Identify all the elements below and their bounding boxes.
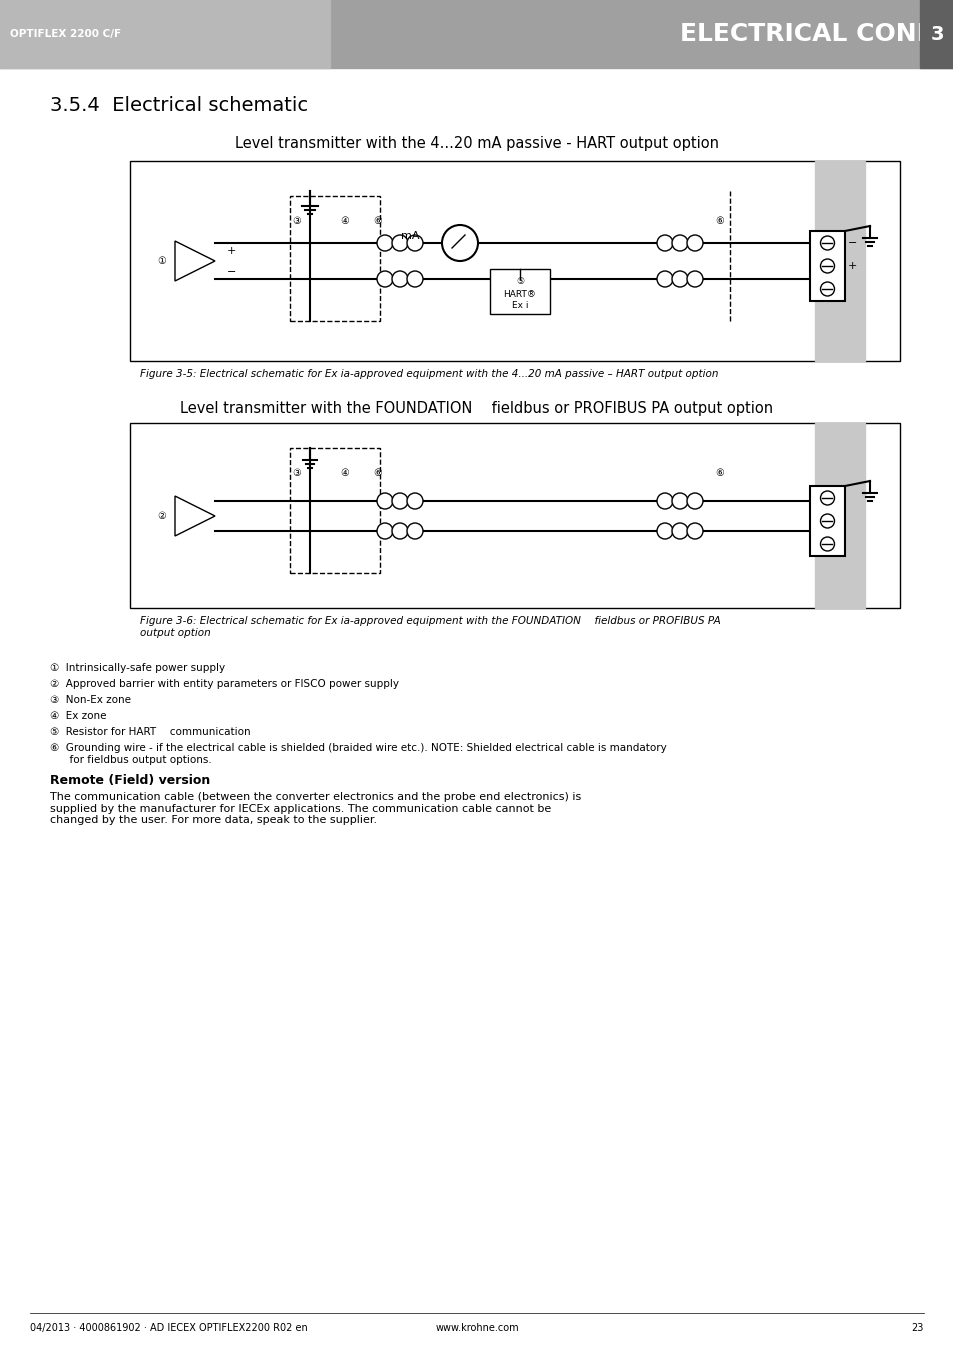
Text: The communication cable (between the converter electronics and the probe end ele: The communication cable (between the con… <box>50 792 580 825</box>
Text: ②  Approved barrier with entity parameters or FISCO power supply: ② Approved barrier with entity parameter… <box>50 680 398 689</box>
Text: 04/2013 · 4000861902 · AD IECEX OPTIFLEX2200 R02 en: 04/2013 · 4000861902 · AD IECEX OPTIFLEX… <box>30 1323 308 1333</box>
Bar <box>814 423 864 608</box>
Circle shape <box>407 235 422 251</box>
Bar <box>130 423 899 608</box>
Bar <box>290 449 379 573</box>
Text: ⑥: ⑥ <box>715 467 723 478</box>
Circle shape <box>671 272 687 286</box>
Circle shape <box>686 523 702 539</box>
Bar <box>0 0 330 68</box>
Text: +: + <box>847 261 857 272</box>
Text: ①  Intrinsically-safe power supply: ① Intrinsically-safe power supply <box>50 663 225 673</box>
Text: ⑥: ⑥ <box>715 216 723 226</box>
Circle shape <box>376 493 393 509</box>
Circle shape <box>820 236 834 250</box>
Text: www.krohne.com: www.krohne.com <box>435 1323 518 1333</box>
Bar <box>490 269 550 313</box>
Text: ELECTRICAL CONNECTIONS: ELECTRICAL CONNECTIONS <box>679 22 953 46</box>
Text: ②: ② <box>157 511 166 521</box>
Text: Figure 3-5: Electrical schematic for Ex ia-approved equipment with the 4...20 mA: Figure 3-5: Electrical schematic for Ex … <box>140 369 718 380</box>
Circle shape <box>820 536 834 551</box>
Circle shape <box>657 235 672 251</box>
Text: 3.5.4  Electrical schematic: 3.5.4 Electrical schematic <box>50 96 308 115</box>
Circle shape <box>820 282 834 296</box>
Text: ③: ③ <box>293 467 301 478</box>
Circle shape <box>686 493 702 509</box>
Circle shape <box>407 493 422 509</box>
Circle shape <box>376 235 393 251</box>
Bar <box>130 161 899 361</box>
Text: −: − <box>847 238 857 249</box>
Bar <box>809 486 844 557</box>
Text: ⑥  Grounding wire - if the electrical cable is shielded (braided wire etc.). NOT: ⑥ Grounding wire - if the electrical cab… <box>50 743 666 765</box>
Circle shape <box>657 523 672 539</box>
Bar <box>0 0 953 68</box>
Text: HART®: HART® <box>503 290 536 299</box>
Circle shape <box>441 226 477 261</box>
Circle shape <box>392 523 408 539</box>
Circle shape <box>392 493 408 509</box>
Circle shape <box>376 523 393 539</box>
Polygon shape <box>174 240 214 281</box>
Circle shape <box>686 235 702 251</box>
Text: Remote (Field) version: Remote (Field) version <box>50 774 210 788</box>
Text: ③  Non-Ex zone: ③ Non-Ex zone <box>50 694 131 705</box>
Text: Ex i: Ex i <box>511 301 528 311</box>
Text: mA: mA <box>400 231 418 240</box>
Text: ④: ④ <box>340 216 349 226</box>
Circle shape <box>671 523 687 539</box>
Text: Level transmitter with the FOUNDATION  fieldbus or PROFIBUS PA output option: Level transmitter with the FOUNDATION fi… <box>180 401 773 416</box>
Circle shape <box>407 272 422 286</box>
Bar <box>814 161 864 361</box>
Text: +: + <box>227 246 236 255</box>
Text: Figure 3-6: Electrical schematic for Ex ia-approved equipment with the FOUNDATIO: Figure 3-6: Electrical schematic for Ex … <box>140 616 720 638</box>
Circle shape <box>820 490 834 505</box>
Text: ③: ③ <box>293 216 301 226</box>
Text: ⑤: ⑤ <box>516 277 523 286</box>
Circle shape <box>407 523 422 539</box>
Text: 3: 3 <box>929 24 943 43</box>
Text: 23: 23 <box>911 1323 923 1333</box>
Text: OPTIFLEX 2200 C/F: OPTIFLEX 2200 C/F <box>10 28 121 39</box>
Circle shape <box>392 235 408 251</box>
Circle shape <box>820 513 834 528</box>
Circle shape <box>657 272 672 286</box>
Text: Level transmitter with the 4...20 mA passive - HART output option: Level transmitter with the 4...20 mA pas… <box>234 136 719 151</box>
Polygon shape <box>174 496 214 536</box>
Bar <box>809 231 844 301</box>
Bar <box>290 196 379 322</box>
Circle shape <box>671 235 687 251</box>
Circle shape <box>392 272 408 286</box>
Text: −: − <box>227 267 236 277</box>
Text: ④: ④ <box>340 467 349 478</box>
Circle shape <box>820 259 834 273</box>
Circle shape <box>376 272 393 286</box>
Text: ①: ① <box>157 255 166 266</box>
Text: ⑥: ⑥ <box>374 467 382 478</box>
Circle shape <box>657 493 672 509</box>
Circle shape <box>686 272 702 286</box>
Bar <box>919 0 953 68</box>
Text: ④  Ex zone: ④ Ex zone <box>50 711 107 721</box>
Text: ⑥: ⑥ <box>374 216 382 226</box>
Text: ⑤  Resistor for HART  communication: ⑤ Resistor for HART communication <box>50 727 251 738</box>
Circle shape <box>671 493 687 509</box>
